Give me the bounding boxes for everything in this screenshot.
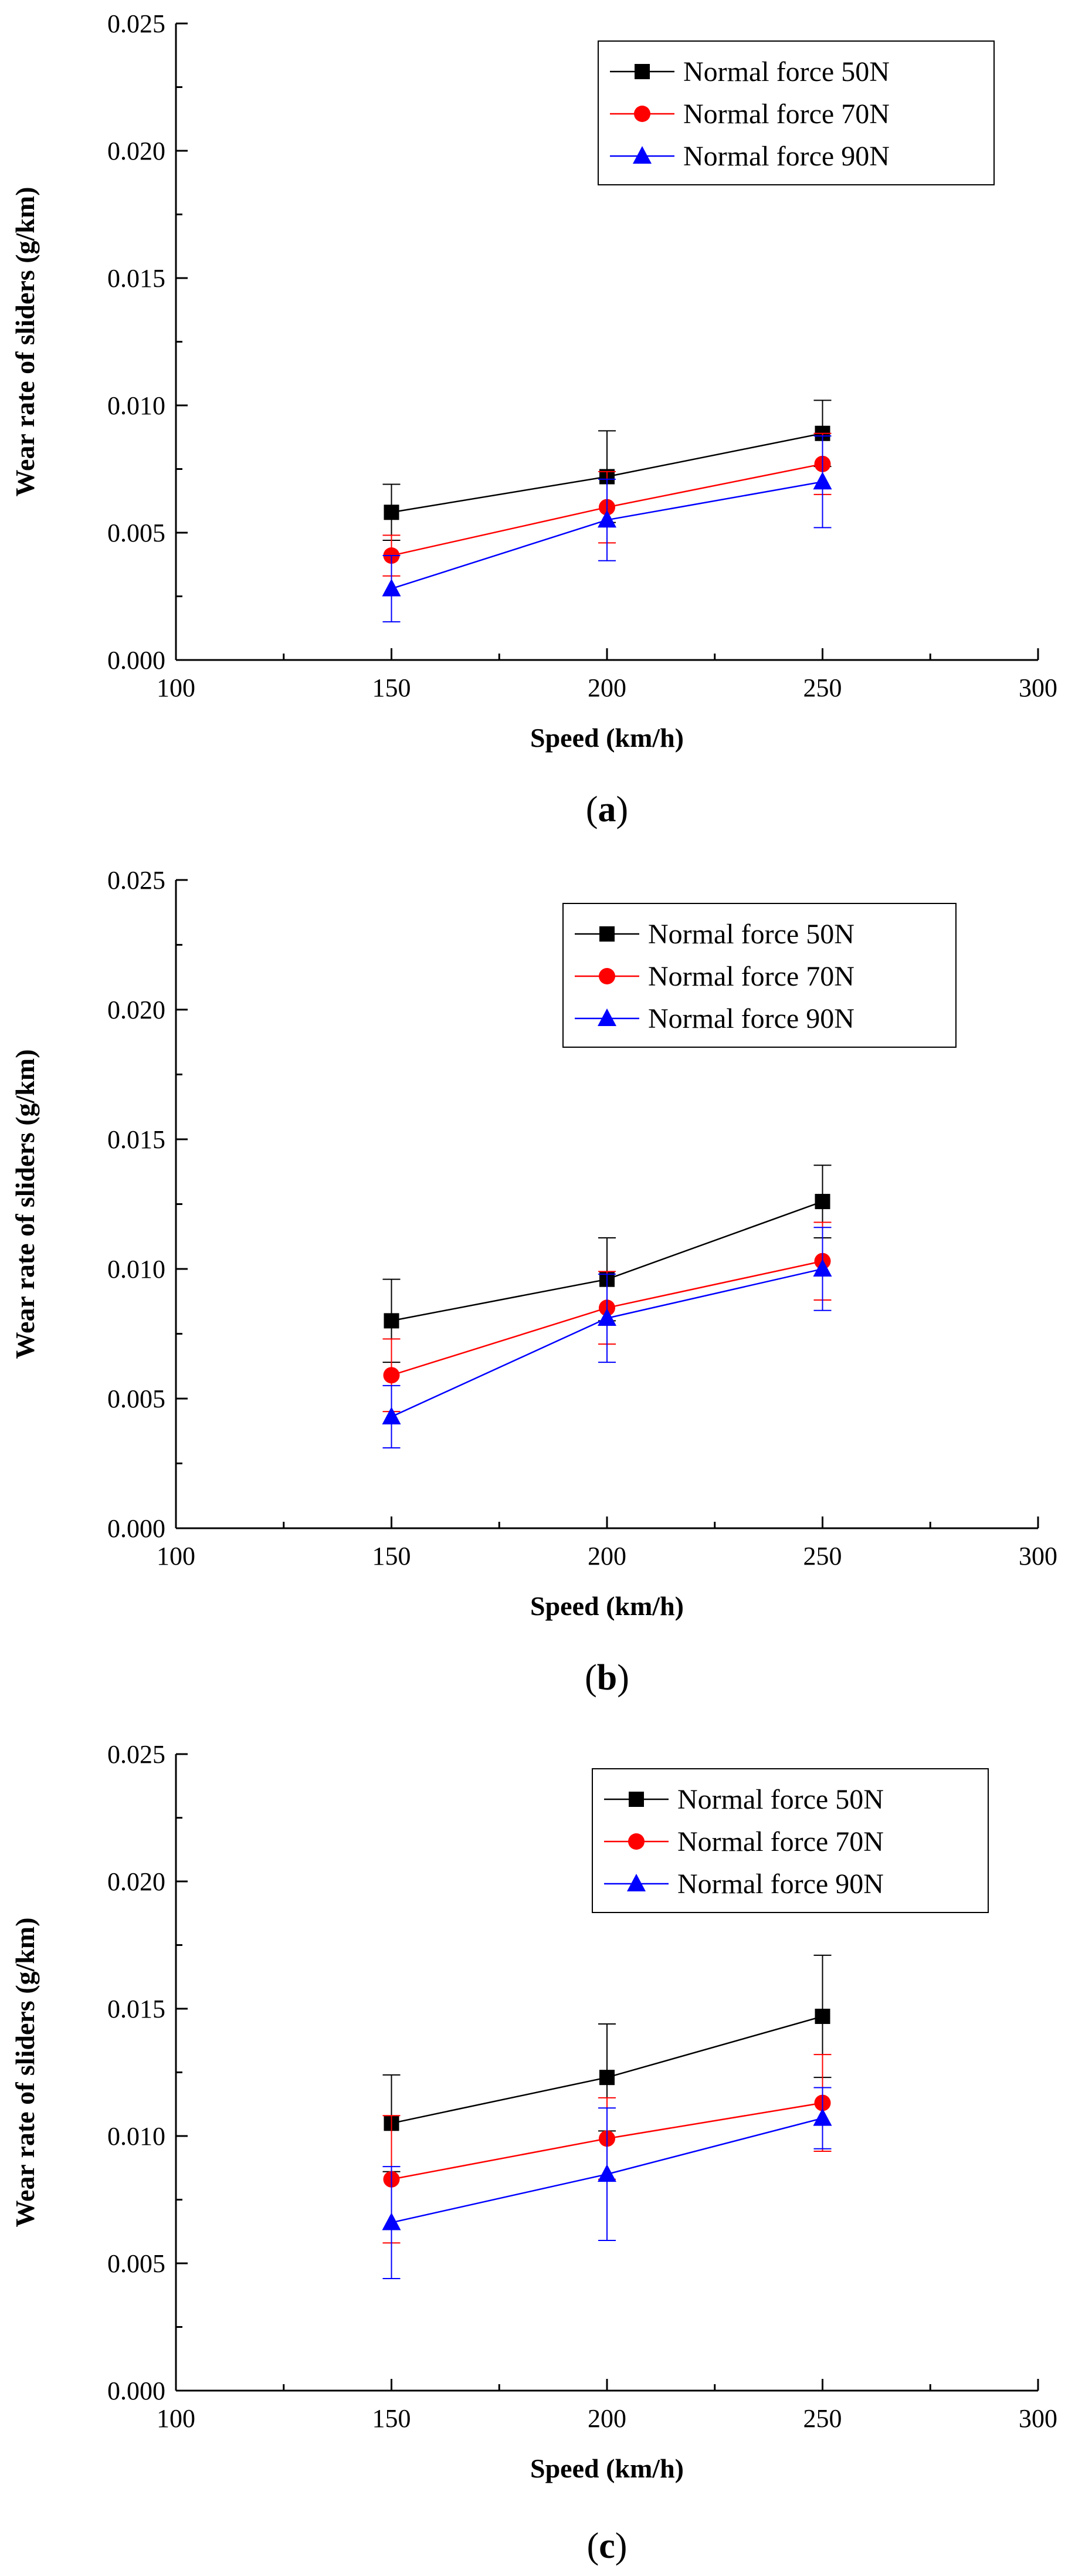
legend: Normal force 50N Normal force 70N Normal f… [562,903,957,1048]
x-tick-label: 100 [157,673,195,702]
panel-caption: (a) [586,790,628,830]
legend-marker [628,1833,645,1850]
x-tick-label: 150 [372,673,411,702]
data-point [382,578,401,597]
data-point [384,1313,399,1329]
legend-marker [599,926,615,942]
y-tick-label: 0.005 [107,519,165,547]
data-point [598,2164,616,2182]
x-axis-title: Speed (km/h) [530,723,684,753]
series-normal-force-90n [382,1227,832,1448]
legend-marker [599,968,615,984]
x-tick-label: 200 [588,2404,626,2433]
chart-panel-c: 100 150 200 250 300 0.000 0.005 0.010 0.015 0.020… [10,1740,1057,2566]
y-tick-label: 0.020 [107,137,165,165]
y-tick-label: 0.010 [107,2122,165,2151]
legend-marker [627,1874,646,1891]
data-point [815,2009,830,2025]
caption-open: ( [587,2526,599,2566]
caption-open: ( [586,790,598,830]
legend: Normal force 50N Normal force 70N Normal f… [598,40,995,185]
legend-label: Normal force 90N [683,141,890,172]
x-tick-label: 150 [372,2404,411,2433]
legend-marker [635,64,650,79]
legend-label: Normal force 50N [683,56,890,87]
x-tick-label: 200 [588,1542,626,1570]
y-axis-title: Wear rate of sliders (g/km) [10,187,40,496]
chart-panel-b: 100 150 200 250 300 0.000 0.005 0.010 0.015 0.020… [10,866,1057,1698]
x-tick-label: 100 [157,2404,195,2433]
y-tick-label: 0.020 [107,1867,165,1896]
data-point [383,1367,400,1384]
y-tick-label: 0.020 [107,996,165,1024]
y-tick-label: 0.010 [107,391,165,420]
y-tick-label: 0.000 [107,2377,165,2405]
legend-label: Normal force 70N [648,961,854,992]
legend-label: Normal force 90N [648,1003,854,1034]
legend: Normal force 50N Normal force 70N Normal f… [592,1768,989,1913]
y-tick-label: 0.000 [107,1514,165,1543]
legend-marker [598,1008,616,1026]
y-tick-label: 0.010 [107,1255,165,1284]
caption-close: ) [616,790,629,830]
x-axis-title: Speed (km/h) [530,2453,684,2483]
y-tick-label: 0.000 [107,646,165,675]
series-normal-force-90n [382,2087,832,2280]
legend-label: Normal force 50N [677,1784,884,1815]
caption-close: ) [617,1658,629,1698]
panel-caption: (c) [587,2526,628,2566]
legend-box [592,1768,989,1913]
x-tick-label: 250 [803,673,842,702]
series-normal-force-90n [382,435,832,622]
caption-open: ( [585,1658,597,1698]
y-tick-label: 0.015 [107,264,165,293]
caption-close: ) [615,2526,628,2566]
y-tick-label: 0.005 [107,1385,165,1413]
y-tick-label: 0.025 [107,1740,165,1769]
caption-letter: c [599,2526,615,2566]
x-tick-label: 100 [157,1542,195,1570]
data-point [815,1194,830,1210]
y-axis-title: Wear rate of sliders (g/km) [10,1049,40,1359]
data-point [598,510,616,528]
legend-marker [634,106,650,122]
data-point [384,505,399,520]
chart-panel-a: 100 150 200 250 300 0.000 0.005 0.010 0.015 0.020… [10,9,1057,830]
x-tick-label: 250 [803,2404,842,2433]
legend-marker [629,1792,644,1807]
x-tick-label: 300 [1019,1542,1057,1570]
panel-caption: (b) [585,1658,629,1698]
data-point [813,1259,832,1277]
data-point [382,2212,401,2230]
data-point [813,2108,832,2126]
data-point [813,472,832,490]
legend-label: Normal force 50N [648,919,854,950]
legend-marker [633,146,652,164]
y-tick-label: 0.005 [107,2249,165,2278]
y-tick-label: 0.015 [107,1995,165,2023]
legend-box [598,40,995,185]
x-tick-label: 300 [1019,673,1057,702]
x-tick-label: 200 [588,673,626,702]
data-point [598,1308,616,1326]
caption-letter: b [597,1658,617,1698]
legend-label: Normal force 70N [683,99,890,130]
y-tick-label: 0.015 [107,1125,165,1154]
y-tick-label: 0.025 [107,866,165,895]
caption-letter: a [598,790,616,830]
y-axis-title: Wear rate of sliders (g/km) [10,1917,40,2227]
legend-box [562,903,957,1048]
x-tick-label: 150 [372,1542,411,1570]
data-point [599,2070,615,2086]
legend-label: Normal force 90N [677,1868,884,1900]
legend-label: Normal force 70N [677,1826,884,1857]
x-axis-title: Speed (km/h) [530,1591,684,1621]
data-point [382,1406,401,1424]
x-tick-label: 250 [803,1542,842,1570]
x-tick-label: 300 [1019,2404,1057,2433]
y-tick-label: 0.025 [107,9,165,38]
